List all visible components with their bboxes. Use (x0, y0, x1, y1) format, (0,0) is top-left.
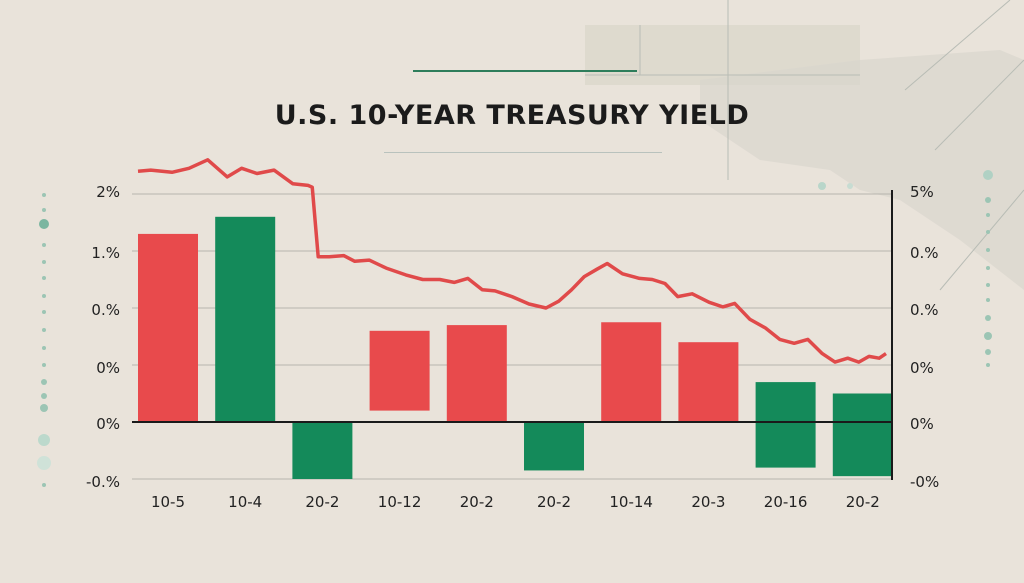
right-tick-label: 0% (910, 415, 934, 433)
left-axis-ticks: 2% 1.% 0.% 0% 0% -0.% (86, 183, 120, 491)
left-tick-label: 0% (96, 415, 120, 433)
right-axis-ticks: 5% 0.% 0.% 0% 0% -0% (910, 183, 939, 491)
bar (678, 342, 739, 422)
bar (832, 393, 893, 477)
x-tick-label: 20-3 (691, 493, 725, 511)
bar (138, 233, 198, 422)
title-top-rule (413, 70, 637, 72)
x-tick-label: 20-2 (305, 493, 339, 511)
bar (369, 330, 430, 411)
x-axis-ticks: 10-5 10-4 20-2 10-12 20-2 20-2 10-14 20-3 20-16 2… (151, 493, 880, 511)
chart-title: U.S. 10-YEAR TREASURY YIELD (274, 100, 750, 131)
x-tick-label: 20-2 (460, 493, 494, 511)
left-tick-label: 2% (96, 183, 120, 201)
bar (292, 422, 353, 479)
right-tick-label: 5% (910, 183, 934, 201)
right-tick-label: -0% (910, 473, 939, 491)
bar (524, 422, 584, 471)
x-tick-label: 10-14 (609, 493, 653, 511)
x-tick-label: 20-2 (537, 493, 571, 511)
left-tick-label: 0.% (91, 301, 120, 319)
left-tick-label: -0.% (86, 473, 120, 491)
x-tick-label: 10-4 (228, 493, 262, 511)
left-tick-label: 1.% (91, 244, 120, 262)
x-tick-label: 10-12 (378, 493, 422, 511)
bar (446, 325, 507, 422)
bar (755, 382, 816, 468)
x-tick-label: 10-5 (151, 493, 185, 511)
yield-line-series (137, 158, 887, 364)
x-tick-label: 20-16 (764, 493, 808, 511)
left-tick-label: 0% (96, 359, 120, 377)
right-tick-label: 0% (910, 359, 934, 377)
title-bottom-rule (384, 152, 662, 153)
right-tick-label: 0.% (910, 301, 939, 319)
x-tick-label: 20-2 (846, 493, 880, 511)
bar-series (138, 216, 893, 479)
bar (601, 322, 662, 422)
right-tick-label: 0.% (910, 244, 939, 262)
axes (132, 190, 893, 480)
yield-line (137, 158, 887, 364)
bar (215, 216, 276, 422)
